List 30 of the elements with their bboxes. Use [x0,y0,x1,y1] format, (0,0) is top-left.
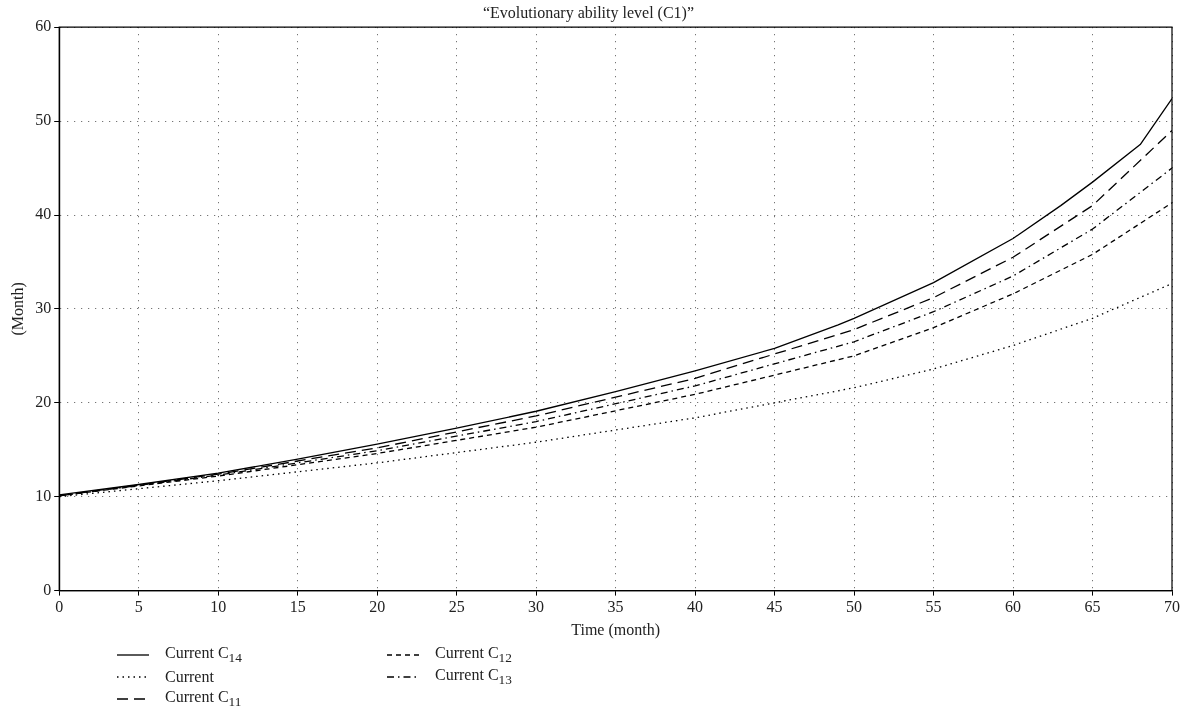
legend-label: Current C$_{12}$ [435,643,512,667]
x-tick-label: 35 [607,598,624,616]
x-tick-label: 50 [846,598,863,616]
x-axis-title: Time (month) [571,620,660,639]
y-tick-label: 10 [35,486,52,504]
x-tick-label: 10 [210,598,227,616]
legend-label: Current [165,668,214,686]
x-tick-label: 60 [1005,598,1022,616]
legend-label: Current C$_{13}$ [435,665,512,689]
legend-label: Current C$_{14}$ [165,643,242,667]
x-tick-label: 45 [766,598,783,616]
x-tick-label: 70 [1164,598,1180,616]
x-tick-label: 30 [528,598,545,616]
x-tick-label: 20 [369,598,386,616]
x-tick-label: 55 [925,598,942,616]
x-tick-label: 40 [687,598,704,616]
x-tick-label: 25 [448,598,465,616]
y-tick-label: 30 [35,299,52,317]
y-tick-label: 0 [43,580,52,598]
legend-label: Current C$_{11}$ [165,687,242,710]
y-tick-label: 60 [35,17,52,35]
y-tick-label: 40 [35,205,52,223]
y-tick-label: 50 [35,111,52,129]
x-tick-label: 5 [134,598,143,616]
x-tick-label: 15 [289,598,306,616]
y-axis-title: (Month) [8,282,27,336]
chart-title: “Evolutionary ability level (C1)” [482,3,695,22]
x-tick-label: 0 [55,598,64,616]
y-tick-label: 20 [35,393,52,410]
x-tick-label: 65 [1084,598,1101,616]
